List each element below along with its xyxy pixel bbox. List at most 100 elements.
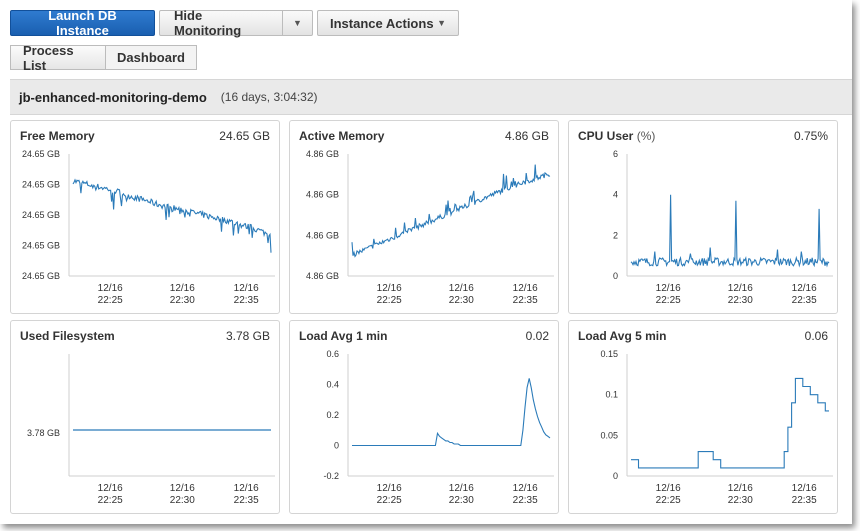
x-tick-label: 12/16: [170, 483, 195, 494]
x-tick-label: 12/16: [98, 283, 123, 294]
y-tick-label: 0.15: [600, 349, 618, 359]
panel-free-memory: 24.65 GB 24.65 GB 24.65 GB 24.65 GB 24.65 GB…: [10, 120, 280, 314]
x-tick-label: 12/16: [792, 283, 817, 294]
y-tick-label: 24.65 GB: [22, 180, 60, 190]
hide-monitoring-dropdown[interactable]: ▼: [283, 11, 312, 35]
y-tick-label: 0.1: [605, 390, 618, 400]
x-tick-label: 12/16: [656, 483, 681, 494]
y-tick-label: 4.86 GB: [306, 149, 339, 159]
x-tick-label: 12/16: [377, 283, 402, 294]
x-tick-label: 22:30: [170, 295, 195, 306]
x-tick-label: 12/16: [656, 283, 681, 294]
panel-used-filesystem: 3.78 GB 12/16 22:25 12/16 22:30 12/16 22:35 Us…: [10, 320, 280, 514]
x-tick-label: 12/16: [98, 483, 123, 494]
hide-monitoring-label[interactable]: Hide Monitoring: [160, 8, 283, 38]
series-line: [631, 377, 829, 469]
panel-value: 3.78 GB: [225, 329, 270, 343]
chart-svg: 24.65 GB 24.65 GB 24.65 GB 24.65 GB 24.65 GB…: [22, 149, 275, 306]
series-line: [630, 194, 830, 268]
panel-value: 4.86 GB: [504, 129, 549, 143]
instance-uptime: (16 days, 3:04:32): [220, 90, 318, 104]
panel-value: 24.65 GB: [219, 129, 270, 143]
x-tick-label: 22:25: [656, 295, 681, 306]
series-line: [72, 178, 272, 253]
x-tick-label: 12/16: [792, 483, 817, 494]
x-tick-label: 12/16: [449, 283, 474, 294]
x-tick-label: 12/16: [170, 283, 195, 294]
x-tick-label: 22:35: [234, 295, 259, 306]
x-tick-label: 22:35: [513, 495, 538, 506]
panel-value: 0.75%: [793, 129, 828, 143]
x-tick-label: 22:25: [98, 495, 123, 506]
hide-monitoring-button[interactable]: Hide Monitoring ▼: [159, 8, 313, 38]
panel-title: Used Filesystem: [20, 329, 115, 343]
y-tick-label: 0: [613, 271, 618, 281]
instance-header: jb-enhanced-monitoring-demo (16 days, 3:…: [10, 79, 852, 115]
x-tick-label: 22:30: [170, 495, 195, 506]
x-tick-label: 12/16: [449, 483, 474, 494]
x-tick-label: 12/16: [728, 483, 753, 494]
panel-title: Load Avg 1 min: [299, 329, 388, 343]
panel-cpu-user: 6 4 2 0 12/16 22:25 12/16 22:30 12/16 22:35 CPU U…: [568, 120, 838, 314]
panel-active-memory: 4.86 GB 4.86 GB 4.86 GB 4.86 GB 12/16 22:25 12…: [289, 120, 559, 314]
x-tick-label: 22:30: [449, 495, 474, 506]
tab-process-list[interactable]: Process List: [10, 43, 106, 73]
x-tick-label: 22:35: [513, 295, 538, 306]
panel-load-avg-1min: 0.6 0.4 0.2 0 -0.2 12/16 22:25 12/16 22:30 12/16 2…: [289, 320, 559, 514]
y-tick-label: 6: [613, 149, 618, 159]
x-tick-label: 12/16: [513, 283, 538, 294]
instance-name: jb-enhanced-monitoring-demo: [19, 89, 207, 105]
toolbar: Launch DB Instance Hide Monitoring ▼ Ins…: [10, 8, 463, 38]
panel-title: Active Memory: [299, 129, 385, 143]
x-tick-label: 22:35: [234, 495, 259, 506]
x-tick-label: 22:25: [656, 495, 681, 506]
x-tick-label: 22:30: [728, 295, 753, 306]
y-tick-label: 24.65 GB: [22, 210, 60, 220]
panel-value: 0.02: [525, 329, 549, 343]
panel-load-avg-5min: 0.15 0.1 0.05 0 12/16 22:25 12/16 22:30 12/16 22:…: [568, 320, 838, 514]
panel-title: Load Avg 5 min: [578, 329, 667, 343]
x-tick-label: 12/16: [377, 483, 402, 494]
y-tick-label: 24.65 GB: [22, 149, 60, 159]
y-tick-label: 3.78 GB: [27, 428, 60, 438]
panel-title: CPU User (%): [578, 129, 656, 143]
y-tick-label: 4.86 GB: [306, 190, 339, 200]
y-tick-label: 24.65 GB: [22, 241, 60, 251]
chart-svg: 0.60.40.20-0.212/1622:2512/1622:3012/162…: [323, 349, 554, 506]
x-tick-label: 22:30: [728, 495, 753, 506]
y-tick-label: 0.2: [326, 410, 339, 420]
y-tick-label: 0: [613, 471, 618, 481]
y-tick-label: 0.4: [326, 380, 339, 390]
view-tabs: Process List Dashboard: [10, 43, 197, 73]
panel-title: Free Memory: [20, 129, 95, 143]
chart-svg: 0.150.10.05012/1622:2512/1622:3012/1622:…: [600, 349, 833, 506]
y-tick-label: 4: [613, 190, 618, 200]
launch-db-instance-button[interactable]: Launch DB Instance: [10, 8, 155, 38]
instance-actions-button[interactable]: Instance Actions ▼: [317, 10, 459, 36]
x-tick-label: 12/16: [234, 283, 259, 294]
tab-dashboard[interactable]: Dashboard: [106, 45, 197, 70]
x-tick-label: 12/16: [728, 283, 753, 294]
y-tick-label: 24.65 GB: [22, 271, 60, 281]
x-tick-label: 22:35: [792, 295, 817, 306]
y-tick-label: -0.2: [323, 471, 339, 481]
y-tick-label: 0.6: [326, 349, 339, 359]
chevron-down-icon: ▼: [437, 18, 446, 28]
y-tick-label: 4.86 GB: [306, 271, 339, 281]
chevron-down-icon: ▼: [293, 18, 302, 28]
x-tick-label: 22:25: [377, 495, 402, 506]
x-tick-label: 22:25: [377, 295, 402, 306]
rds-console: Launch DB Instance Hide Monitoring ▼ Ins…: [10, 8, 852, 514]
x-tick-label: 22:30: [449, 295, 474, 306]
x-tick-label: 22:25: [98, 295, 123, 306]
x-tick-label: 12/16: [234, 483, 259, 494]
x-tick-label: 22:35: [792, 495, 817, 506]
series-line: [352, 378, 551, 447]
y-tick-label: 0.05: [600, 430, 618, 440]
panel-value: 0.06: [804, 329, 828, 343]
chart-svg: 4.86 GB4.86 GB4.86 GB4.86 GB12/1622:2512…: [306, 149, 554, 306]
instance-actions-label: Instance Actions: [330, 15, 434, 31]
y-tick-label: 0: [334, 441, 339, 451]
